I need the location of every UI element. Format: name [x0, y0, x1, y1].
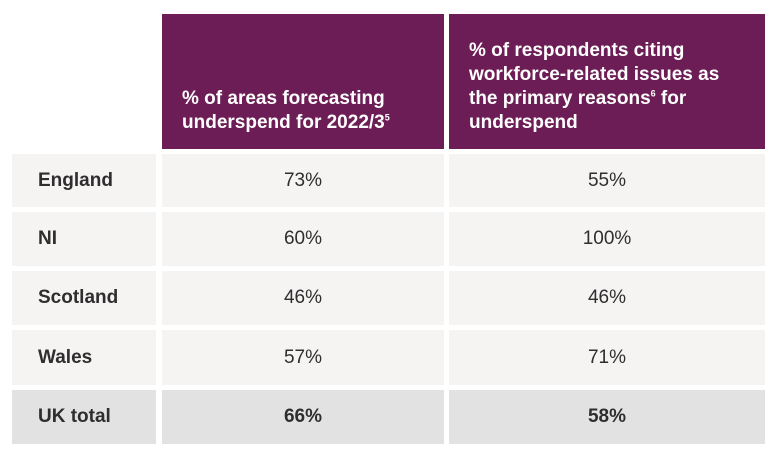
table-cell-value: 60%: [162, 212, 444, 266]
table-row-label: Wales: [12, 330, 156, 385]
column-header-areas-underspend: % of areas forecasting underspend for 20…: [162, 14, 444, 149]
column-header-text: % of areas forecasting underspend for 20…: [182, 88, 390, 133]
column-header-text: % of respondents citing workforce-relate…: [469, 40, 720, 133]
table-row-label: NI: [12, 212, 156, 266]
table-cell-value: 73%: [162, 154, 444, 207]
footnote-marker: 6: [650, 88, 656, 99]
footnote-marker: 5: [384, 112, 390, 123]
table-row-label: Scotland: [12, 271, 156, 325]
table-cell-value: 46%: [162, 271, 444, 325]
column-header-workforce-issues: % of respondents citing workforce-relate…: [449, 14, 765, 149]
table-cell-value: 100%: [449, 212, 765, 266]
table-total-label: UK total: [12, 390, 156, 444]
table-cell-value: 55%: [449, 154, 765, 207]
table-cell-value: 46%: [449, 271, 765, 325]
table-total-value: 58%: [449, 390, 765, 444]
table-total-value: 66%: [162, 390, 444, 444]
table-row-label: England: [12, 154, 156, 207]
table-cell-value: 57%: [162, 330, 444, 385]
table-cell-value: 71%: [449, 330, 765, 385]
